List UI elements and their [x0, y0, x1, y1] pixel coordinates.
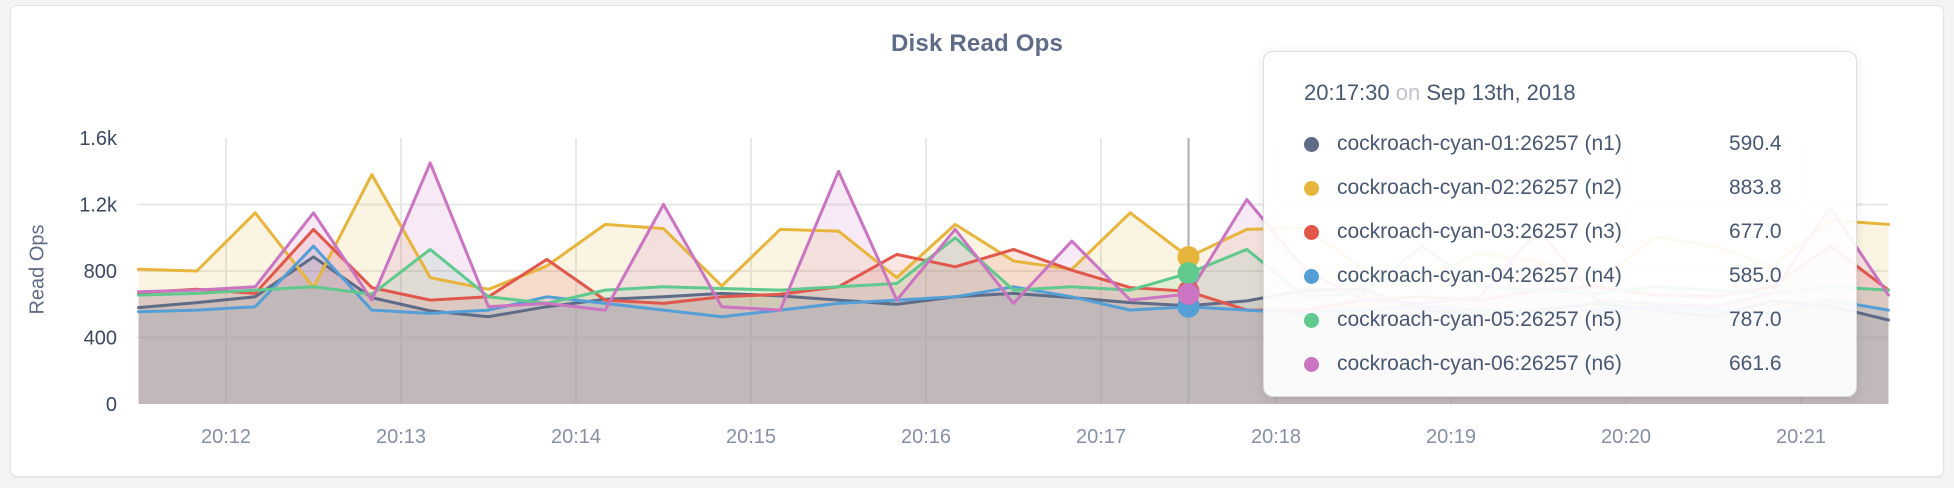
y-tick-label: 400: [84, 328, 117, 350]
series-color-dot-n1: [1304, 136, 1319, 152]
x-tick-label: 20:16: [901, 426, 951, 448]
series-value: 585.0: [1729, 264, 1782, 287]
tooltip-row-n5: cockroach-cyan-05:26257 (n5) 787.0: [1304, 298, 1826, 342]
series-name: cockroach-cyan-01:26257 (n1): [1337, 132, 1622, 155]
tooltip-row-n3: cockroach-cyan-03:26257 (n3) 677.0: [1304, 210, 1826, 254]
tooltip-header: 20:17:30 on Sep 13th, 2018: [1304, 80, 1826, 106]
hover-tooltip: 20:17:30 on Sep 13th, 2018 cockroach-cya…: [1263, 51, 1857, 397]
series-name: cockroach-cyan-02:26257 (n2): [1337, 176, 1622, 199]
series-value: 661.6: [1729, 352, 1782, 375]
chart-card: Disk Read Ops Read Ops 0 400 800 1.2k 1.6k 20…: [10, 5, 1944, 477]
x-tick-label: 20:20: [1601, 426, 1651, 448]
tooltip-row-n6: cockroach-cyan-06:26257 (n6) 661.6: [1304, 342, 1826, 386]
chart-title: Disk Read Ops: [891, 30, 1063, 57]
x-tick-label: 20:17: [1076, 426, 1126, 448]
x-tick-label: 20:12: [201, 426, 251, 448]
x-tick-label: 20:19: [1426, 426, 1476, 448]
series-value: 787.0: [1729, 308, 1782, 331]
hover-dot-n5: [1177, 262, 1200, 285]
series-color-dot-n2: [1304, 180, 1319, 196]
tooltip-date: Sep 13th, 2018: [1426, 80, 1576, 105]
series-color-dot-n4: [1304, 268, 1319, 284]
tooltip-date-preposition: on: [1395, 80, 1421, 105]
x-tick-label: 20:21: [1776, 426, 1826, 448]
y-tick-label: 800: [84, 261, 117, 283]
series-name: cockroach-cyan-04:26257 (n4): [1337, 264, 1622, 287]
series-color-dot-n5: [1304, 312, 1319, 328]
y-tick-label: 0: [106, 394, 117, 416]
hover-dot-n6: [1177, 283, 1200, 306]
y-tick-label: 1.6k: [79, 128, 118, 150]
x-tick-label: 20:18: [1251, 426, 1301, 448]
series-name: cockroach-cyan-03:26257 (n3): [1337, 220, 1622, 243]
series-name: cockroach-cyan-05:26257 (n5): [1337, 308, 1622, 331]
series-color-dot-n3: [1304, 224, 1319, 240]
series-color-dot-n6: [1304, 356, 1319, 372]
tooltip-row-n4: cockroach-cyan-04:26257 (n4) 585.0: [1304, 254, 1826, 298]
x-tick-label: 20:14: [551, 426, 601, 448]
hover-dot-n2: [1177, 246, 1200, 269]
series-value: 590.4: [1729, 132, 1782, 155]
x-tick-label: 20:15: [726, 426, 776, 448]
tooltip-row-n2: cockroach-cyan-02:26257 (n2) 883.8: [1304, 166, 1826, 210]
tooltip-row-n1: cockroach-cyan-01:26257 (n1) 590.4: [1304, 122, 1826, 166]
tooltip-time: 20:17:30: [1304, 80, 1390, 105]
series-value: 677.0: [1729, 220, 1782, 243]
tooltip-legend: cockroach-cyan-01:26257 (n1) 590.4 cockroa…: [1304, 122, 1826, 386]
series-value: 883.8: [1729, 176, 1782, 199]
series-name: cockroach-cyan-06:26257 (n6): [1337, 352, 1622, 375]
x-tick-label: 20:13: [376, 426, 426, 448]
y-tick-label: 1.2k: [79, 195, 118, 217]
